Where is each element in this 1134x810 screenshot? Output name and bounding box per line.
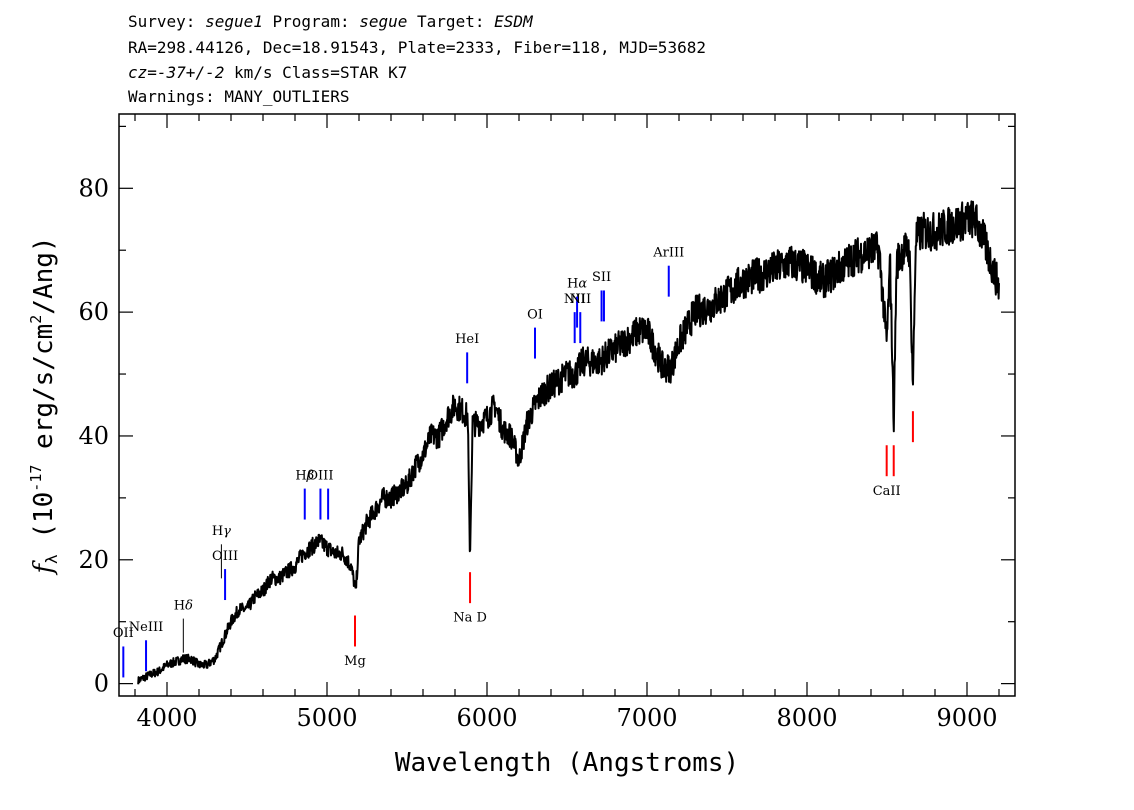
line-label: Hδ bbox=[174, 598, 193, 613]
line-label: OII bbox=[113, 626, 134, 641]
y-tick-label: 20 bbox=[78, 546, 109, 574]
y-axis-title: fλ (10-17 erg/s/cm2/Ang) bbox=[27, 236, 61, 575]
line-label: Hα bbox=[567, 276, 587, 291]
line-label: HeI bbox=[455, 332, 479, 347]
line-label: CaII bbox=[873, 484, 901, 499]
y-tick-label: 80 bbox=[78, 174, 109, 202]
target-label: Target: bbox=[417, 12, 485, 31]
cz-value: -37+/-2 bbox=[156, 63, 225, 82]
x-tick-label: 8000 bbox=[776, 704, 837, 732]
header-line-3: cz=-37+/-2 km/s Class=STAR K7 bbox=[128, 63, 407, 82]
x-tick-label: 4000 bbox=[136, 704, 197, 732]
spectrum-line bbox=[137, 200, 1000, 685]
y-tick-label: 0 bbox=[94, 670, 109, 698]
line-label: Na D bbox=[453, 611, 487, 626]
line-label: NeIII bbox=[129, 620, 163, 635]
target-value: ESDM bbox=[494, 12, 533, 31]
x-tick-label: 7000 bbox=[616, 704, 677, 732]
header-line-2: RA=298.44126, Dec=18.91543, Plate=2333, … bbox=[128, 38, 706, 57]
program-value: segue bbox=[359, 12, 408, 31]
x-tick-label: 9000 bbox=[936, 704, 997, 732]
line-label: ArIII bbox=[652, 245, 684, 260]
line-label: OIII bbox=[307, 468, 333, 483]
line-label: OI bbox=[527, 307, 543, 322]
x-tick-label: 6000 bbox=[456, 704, 517, 732]
header-line-4: Warnings: MANY_OUTLIERS bbox=[128, 87, 350, 106]
x-tick-label: 5000 bbox=[296, 704, 357, 732]
plot-frame bbox=[118, 113, 1016, 697]
axis-ticks bbox=[119, 114, 1015, 696]
cz-rest: km/s Class=STAR K7 bbox=[224, 63, 408, 82]
line-label: Mg bbox=[344, 654, 366, 669]
survey-label: Survey: bbox=[128, 12, 196, 31]
cz-label: cz= bbox=[128, 63, 157, 82]
line-label: OIII bbox=[212, 549, 238, 564]
y-tick-label: 60 bbox=[78, 298, 109, 326]
x-axis-title: Wavelength (Angstroms) bbox=[395, 748, 739, 778]
line-label: SII bbox=[592, 270, 611, 285]
line-label: NII bbox=[564, 292, 586, 307]
line-label: Hγ bbox=[212, 524, 231, 539]
line-label: NII bbox=[569, 292, 591, 307]
header-line-1: Survey: segue1 Program: segue Target: ES… bbox=[128, 12, 533, 31]
program-label: Program: bbox=[272, 12, 350, 31]
axis-tick-labels: 4000 5000 6000 7000 8000 9000 0 20 40 60 80 bbox=[78, 174, 997, 732]
line-label: Hβ bbox=[295, 468, 314, 483]
survey-value: segue1 bbox=[205, 12, 263, 31]
y-tick-label: 40 bbox=[78, 422, 109, 450]
